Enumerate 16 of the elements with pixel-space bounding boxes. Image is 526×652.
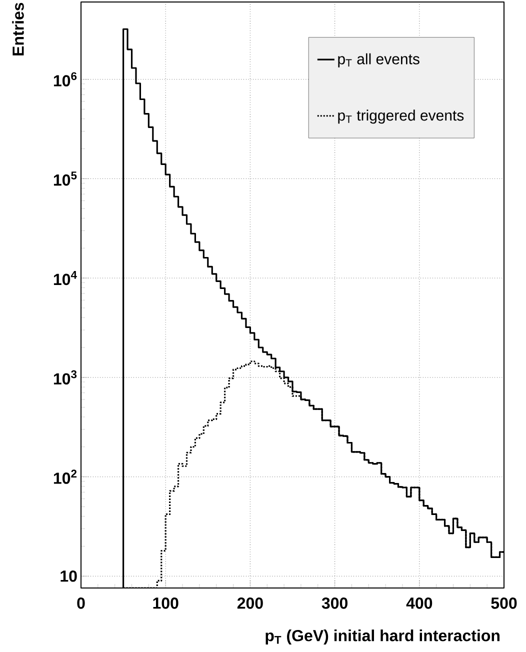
y-axis-title: Entries (12, 2, 24, 56)
y-tick-label: 10$^{2}$ (54, 470, 77, 484)
x-tick-label: 300 (322, 598, 348, 609)
x-tick-label: 400 (406, 598, 432, 609)
y-tick-label: 10$^{5}$ (54, 172, 77, 186)
y-tick-label: 10$^{4}$ (54, 270, 77, 286)
y-tick-label: 10$^{6}$ (54, 72, 77, 86)
x-tick-label: 500 (491, 598, 517, 609)
legend-label: p$_{T}$ triggered events (338, 110, 464, 124)
x-tick-label: 100 (153, 598, 178, 609)
x-axis-title: p$_{T}$ (GeV) initial hard interaction (266, 630, 500, 644)
y-tick-label: 10 (60, 570, 77, 582)
x-tick-label: 0 (77, 598, 85, 609)
y-tick-label: 10$^{3}$ (54, 370, 77, 385)
x-tick-label: 200 (237, 598, 263, 609)
legend-label: p$_{T}$ all events (338, 53, 420, 68)
